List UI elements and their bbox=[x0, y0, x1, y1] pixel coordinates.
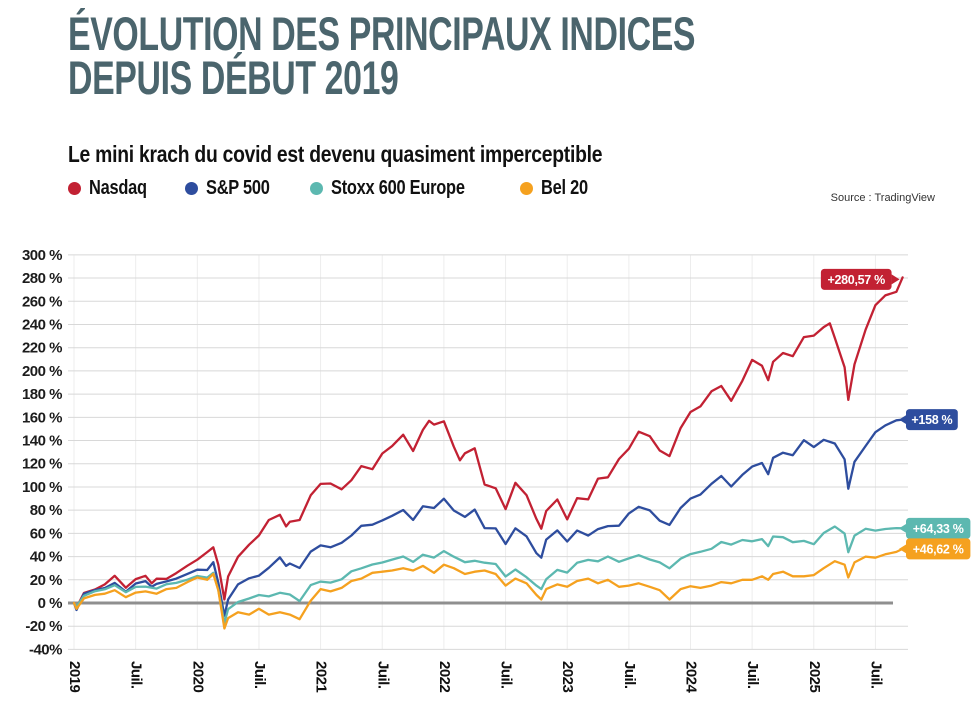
svg-text:180 %: 180 % bbox=[22, 386, 62, 403]
chart-subtitle: Le mini krach du covid est devenu quasim… bbox=[68, 141, 603, 167]
svg-text:2025: 2025 bbox=[806, 661, 823, 693]
legend-item-bel20: Bel 20 bbox=[520, 177, 598, 200]
svg-text:60 %: 60 % bbox=[30, 525, 62, 542]
svg-text:100 %: 100 % bbox=[22, 479, 62, 496]
svg-text:Juil.: Juil. bbox=[251, 661, 268, 689]
svg-text:+64,33 %: +64,33 % bbox=[913, 522, 964, 536]
svg-text:Juil.: Juil. bbox=[128, 661, 145, 689]
legend-label-bel20: Bel 20 bbox=[541, 177, 588, 199]
x-axis-labels: 2019 Juil. 2020 Juil. 2021 Juil. 2022 Juil. 2023… bbox=[66, 661, 884, 694]
series-nasdaq-line bbox=[72, 276, 904, 609]
legend-item-nasdaq: Nasdaq bbox=[68, 177, 159, 200]
svg-text:0 %: 0 % bbox=[38, 595, 63, 612]
svg-text:200 %: 200 % bbox=[22, 363, 62, 380]
svg-text:2024: 2024 bbox=[683, 661, 700, 694]
stoxx-600-europe-end-label: +64,33 % bbox=[899, 517, 971, 539]
svg-text:Juil.: Juil. bbox=[867, 661, 884, 689]
svg-text:-40%: -40% bbox=[29, 641, 62, 658]
legend-item-stoxx600: Stoxx 600 Europe bbox=[310, 177, 494, 200]
page-title: ÉVOLUTION DES PRINCIPAUX INDICES DEPUIS … bbox=[68, 7, 696, 105]
svg-text:80 %: 80 % bbox=[30, 502, 62, 519]
svg-text:220 %: 220 % bbox=[22, 340, 62, 357]
svg-text:300 %: 300 % bbox=[22, 247, 62, 264]
legend-label-nasdaq: Nasdaq bbox=[89, 177, 147, 199]
svg-text:Juil.: Juil. bbox=[621, 661, 638, 689]
svg-text:20 %: 20 % bbox=[30, 572, 62, 589]
svg-text:120 %: 120 % bbox=[22, 456, 62, 473]
svg-text:160 %: 160 % bbox=[22, 409, 62, 426]
page-title-line2: DEPUIS DÉBUT 2019 bbox=[68, 51, 399, 105]
page-title-line1: ÉVOLUTION DES PRINCIPAUX INDICES bbox=[68, 7, 696, 60]
svg-text:Juil.: Juil. bbox=[744, 661, 761, 689]
svg-text:240 %: 240 % bbox=[22, 316, 62, 333]
svg-text:2022: 2022 bbox=[436, 661, 453, 693]
series-bel-20-line bbox=[72, 547, 904, 630]
s-p-500-end-label: +158 % bbox=[899, 409, 958, 431]
svg-text:280 %: 280 % bbox=[22, 270, 62, 287]
legend-item-sp500: S&P 500 bbox=[185, 177, 284, 200]
svg-text:+280,57 %: +280,57 % bbox=[828, 273, 886, 287]
legend-label-stoxx600: Stoxx 600 Europe bbox=[331, 177, 465, 199]
svg-text:Juil.: Juil. bbox=[498, 661, 515, 689]
series-stoxx-600-europe-line bbox=[72, 525, 904, 625]
svg-text:Juil.: Juil. bbox=[374, 661, 391, 689]
svg-text:2019: 2019 bbox=[66, 661, 83, 693]
svg-text:+46,62 %: +46,62 % bbox=[913, 542, 964, 556]
bel20-dot-icon bbox=[520, 182, 534, 195]
svg-text:+158 %: +158 % bbox=[911, 413, 952, 427]
nasdaq-dot-icon bbox=[68, 182, 81, 195]
sp500-dot-icon bbox=[185, 182, 199, 195]
legend-label-sp500: S&P 500 bbox=[206, 177, 271, 199]
series-s-p-500-line bbox=[72, 418, 904, 617]
bel-20-end-label: +46,62 % bbox=[899, 538, 971, 560]
nasdaq-end-label: +280,57 % bbox=[820, 268, 900, 290]
svg-text:-20 %: -20 % bbox=[25, 618, 62, 635]
svg-text:260 %: 260 % bbox=[22, 293, 62, 310]
svg-text:2020: 2020 bbox=[189, 661, 206, 693]
y-axis-labels: 300 % 280 % 260 % 240 % 220 % 200 % 180 % 160 %… bbox=[22, 247, 63, 659]
svg-text:140 %: 140 % bbox=[22, 433, 62, 450]
svg-text:2023: 2023 bbox=[559, 661, 576, 693]
stoxx600-dot-icon bbox=[310, 182, 324, 195]
source-label: Source : TradingView bbox=[830, 192, 935, 204]
svg-text:2021: 2021 bbox=[313, 661, 330, 693]
svg-text:40 %: 40 % bbox=[30, 549, 62, 566]
chart-legend: Nasdaq S&P 500 Stoxx 600 Europe Bel 20 bbox=[68, 177, 598, 200]
